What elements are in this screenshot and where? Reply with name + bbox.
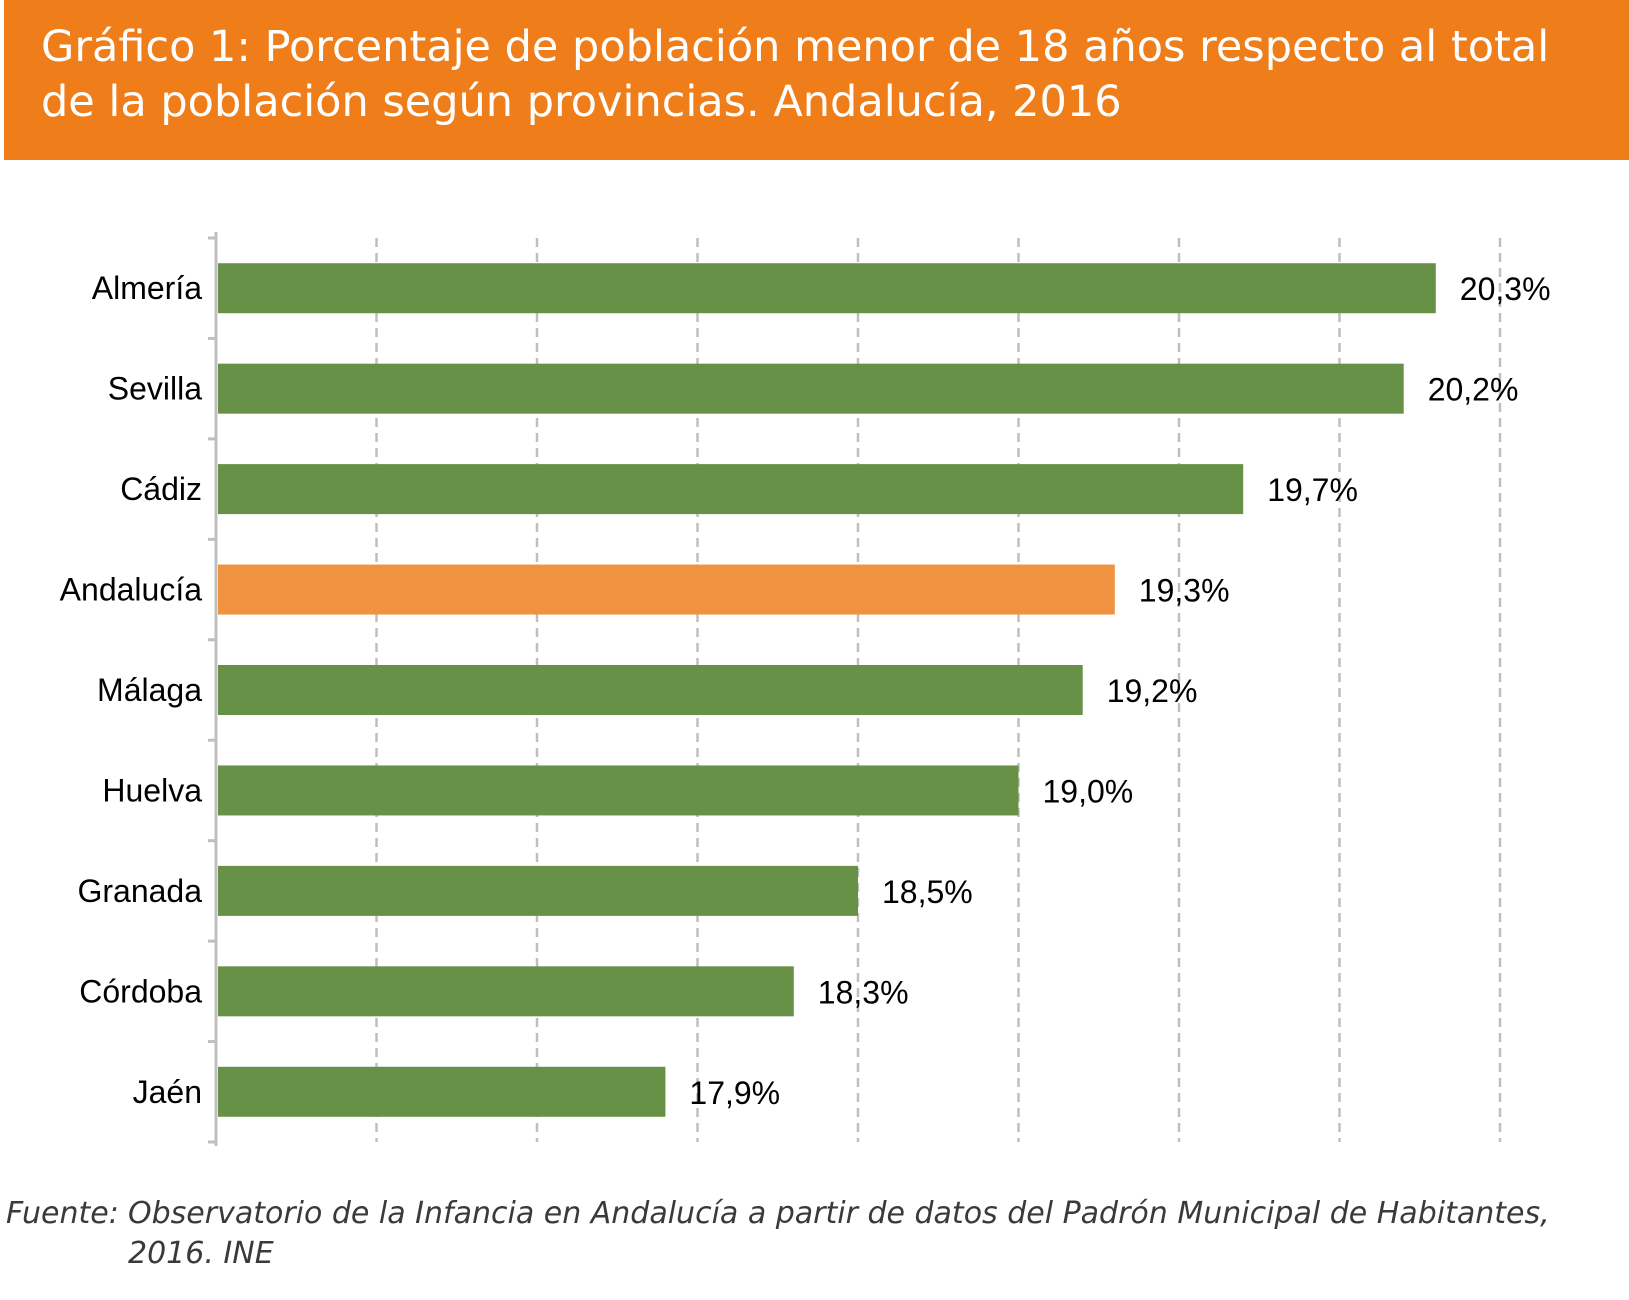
bar xyxy=(218,263,1436,314)
bar-chart: Almería 20,3% Sevilla 20,2% Cádiz 19,7% Andalu… xyxy=(0,160,1629,1184)
label-layer: Almería 20,3% Sevilla 20,2% Cádiz 19,7% Andalu… xyxy=(60,270,1551,1111)
category-label: Andalucía xyxy=(60,572,203,608)
source-text: Observatorio de la Infancia en Andalucía… xyxy=(128,1196,1550,1271)
category-label: Granada xyxy=(77,873,202,909)
bar xyxy=(218,1066,666,1117)
value-label: 19,2% xyxy=(1107,673,1198,709)
value-label: 20,3% xyxy=(1460,271,1551,307)
bar xyxy=(218,464,1244,515)
source-label: Fuente: xyxy=(6,1196,119,1231)
category-label: Málaga xyxy=(97,672,202,708)
category-label: Córdoba xyxy=(79,973,202,1009)
category-label: Cádiz xyxy=(120,471,202,507)
bar-chart-svg: Almería 20,3% Sevilla 20,2% Cádiz 19,7% Andalu… xyxy=(60,232,1551,1146)
category-label: Sevilla xyxy=(108,371,202,407)
bar-layer xyxy=(218,263,1436,1117)
bar xyxy=(218,564,1115,615)
category-label: Huelva xyxy=(102,772,202,808)
bar xyxy=(218,765,1019,816)
bar xyxy=(218,665,1083,715)
chart-title: Gráfico 1: Porcentaje de población menor… xyxy=(41,22,1550,127)
value-label: 18,5% xyxy=(882,874,973,910)
chart-header-banner: Gráfico 1: Porcentaje de población menor… xyxy=(4,0,1629,160)
category-label: Almería xyxy=(92,270,202,306)
value-label: 19,0% xyxy=(1043,773,1134,809)
bar xyxy=(218,966,794,1017)
value-label: 18,3% xyxy=(818,974,909,1010)
value-label: 20,2% xyxy=(1428,372,1519,408)
category-label: Jaén xyxy=(133,1074,202,1110)
value-label: 19,7% xyxy=(1267,472,1358,508)
axis-layer xyxy=(208,232,218,1146)
bar xyxy=(218,865,858,916)
value-label: 19,3% xyxy=(1139,573,1230,609)
bar xyxy=(218,363,1404,414)
value-label: 17,9% xyxy=(689,1075,780,1111)
